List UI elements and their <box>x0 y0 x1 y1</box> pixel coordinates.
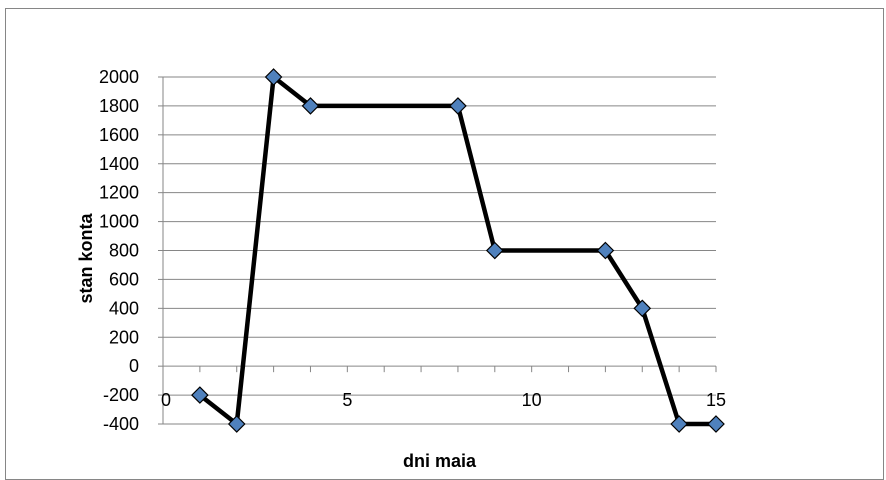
x-axis-title: dni maia <box>403 451 477 471</box>
x-tick-label: 15 <box>706 390 726 410</box>
y-tick-label: 600 <box>109 269 139 289</box>
data-point-marker <box>449 97 467 115</box>
data-point-marker <box>301 97 320 115</box>
data-markers <box>191 68 725 433</box>
chart-frame <box>5 8 884 480</box>
data-point-marker <box>707 415 725 433</box>
x-tick-label: 0 <box>161 390 171 410</box>
data-point-marker <box>596 241 615 260</box>
x-tick-label: 5 <box>342 390 352 410</box>
y-tick-label: 1200 <box>99 183 139 203</box>
y-tick-label: 1800 <box>99 96 139 116</box>
y-tick-label: 0 <box>129 356 139 376</box>
y-tick-label: -200 <box>103 385 139 405</box>
y-tick-label: 2000 <box>99 67 139 87</box>
y-tick-label: -400 <box>103 414 139 434</box>
data-point-marker <box>633 299 652 318</box>
data-point-marker <box>485 241 504 260</box>
tick-labels: -400 -200 0 200 400 600 800 1000 1200 1400 1600 180… <box>99 67 726 434</box>
series-line <box>198 74 716 427</box>
y-tick-label: 1000 <box>99 212 139 232</box>
y-axis-title: stan konta <box>76 213 96 304</box>
y-tick-label: 400 <box>109 298 139 318</box>
y-tick-label: 1400 <box>99 154 139 174</box>
x-tick-label: 10 <box>522 390 542 410</box>
data-point-marker <box>264 68 283 86</box>
series-line-path <box>198 74 716 427</box>
data-point-marker <box>227 415 246 433</box>
gridlines <box>163 76 716 425</box>
data-point-marker <box>670 415 688 433</box>
axes <box>158 76 717 425</box>
y-tick-label: 200 <box>109 327 139 347</box>
y-tick-label: 800 <box>109 241 139 261</box>
y-tick-label: 1600 <box>99 125 139 145</box>
data-point-marker <box>191 386 209 404</box>
